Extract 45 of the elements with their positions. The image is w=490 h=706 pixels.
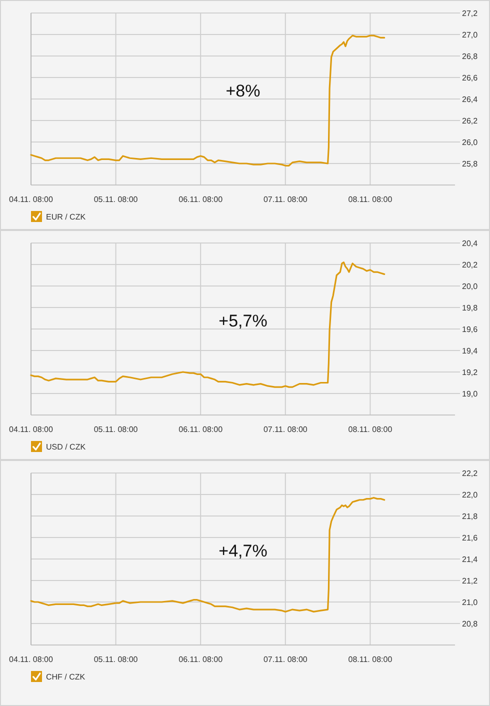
x-tick-label: 05.11. 08:00 [94,194,138,204]
y-tick-label: 19,4 [462,346,478,356]
annotation: +8% [226,81,260,100]
x-tick-label: 04.11. 08:00 [9,194,54,204]
y-tick-label: 27,0 [462,30,478,40]
x-tick-label: 08.11. 08:00 [348,654,393,664]
legend-label: CHF / CZK [46,672,86,682]
y-tick-label: 26,6 [462,73,478,82]
annotation: +5,7% [218,311,268,330]
y-tick-label: 20,4 [462,238,478,248]
x-tick-label: 06.11. 08:00 [178,654,224,664]
legend-label: USD / CZK [46,442,86,452]
y-tick-label: 25,8 [462,159,478,168]
x-tick-label: 08.11. 08:00 [348,194,393,204]
y-tick-label: 20,8 [462,619,478,628]
y-tick-label: 27,2 [462,8,478,18]
y-tick-label: 22,0 [462,490,478,500]
y-tick-label: 26,2 [462,116,478,126]
legend-label: EUR / CZK [46,212,86,222]
y-tick-label: 26,4 [462,94,478,104]
y-tick-label: 19,6 [462,324,478,334]
x-tick-label: 04.11. 08:00 [9,424,54,434]
annotation: +4,7% [218,541,268,560]
y-tick-label: 21,8 [462,512,478,521]
y-tick-label: 21,0 [462,598,478,607]
y-tick-label: 21,2 [462,576,478,586]
y-tick-label: 21,6 [462,533,478,542]
x-tick-label: 07.11. 08:00 [263,654,308,664]
x-tick-label: 07.11. 08:00 [263,424,308,434]
y-tick-label: 19,8 [462,303,478,312]
y-tick-label: 22,2 [462,468,478,478]
x-tick-label: 04.11. 08:00 [9,654,54,664]
y-tick-label: 20,2 [462,260,478,270]
y-tick-label: 21,4 [462,554,478,564]
y-tick-label: 20,0 [462,282,478,291]
x-tick-label: 08.11. 08:00 [348,424,393,434]
y-tick-label: 26,8 [462,52,478,61]
y-tick-label: 19,0 [462,389,478,398]
x-tick-label: 05.11. 08:00 [94,654,138,664]
x-tick-label: 06.11. 08:00 [178,424,224,434]
y-tick-label: 26,0 [462,138,478,147]
x-tick-label: 05.11. 08:00 [94,424,138,434]
y-tick-label: 19,2 [462,368,478,377]
x-tick-label: 07.11. 08:00 [263,194,308,204]
x-tick-label: 06.11. 08:00 [178,194,224,204]
